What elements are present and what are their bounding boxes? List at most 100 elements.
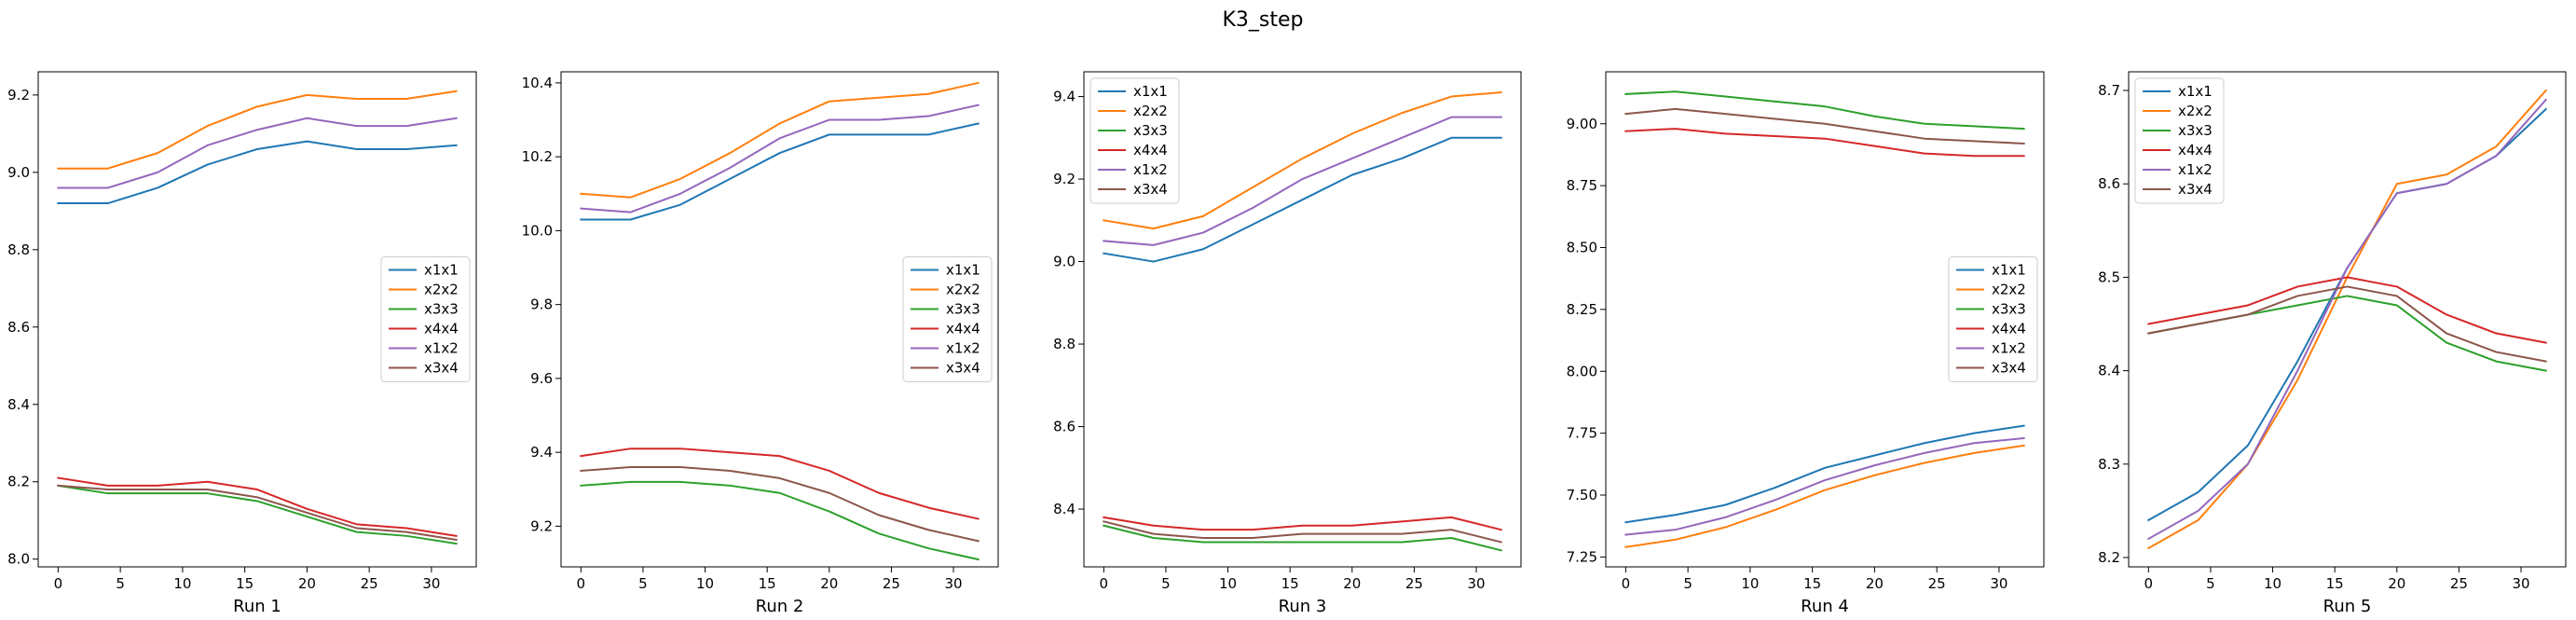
- y-tick-label: 8.4: [1053, 501, 1076, 517]
- y-tick-label: 10.2: [522, 148, 553, 165]
- subplot-run-1: 0 5 10 15 20 25 30 8.0 8.2 8.4 8.6 8.8 9.0 9.2 Run 1 x1…: [7, 71, 477, 616]
- y-tick-label: 8.8: [7, 241, 30, 258]
- legend-entry-x3x4: x3x4: [2178, 181, 2213, 198]
- y-tick-label: 9.00: [1567, 116, 1597, 132]
- subplot-run-2: 0 5 10 15 20 25 30 9.2 9.4 9.6 9.8 10.0 10.2 10.4 Run …: [522, 71, 999, 616]
- legend-entry-x1x1: x1x1: [1133, 83, 1168, 100]
- legend-entry-x3x3: x3x3: [946, 301, 980, 318]
- x-tick-label: 15: [236, 575, 253, 592]
- x-tick-label: 20: [1343, 575, 1361, 592]
- series-line-x4x4: [1624, 128, 2025, 158]
- x-tick-label: 0: [2144, 575, 2154, 592]
- y-tick-label: 8.4: [2098, 363, 2120, 379]
- series-line-x1x1: [1103, 136, 1502, 263]
- legend-box: [1948, 256, 2038, 382]
- x-tick-label: 0: [577, 575, 586, 592]
- series-line-x4x4: [580, 448, 980, 520]
- series-line-x4x4: [2147, 276, 2547, 344]
- series-line-x1x1: [1624, 424, 2025, 524]
- axes-frame: [37, 71, 477, 568]
- legend-entry-x2x2: x2x2: [2178, 103, 2213, 119]
- x-axis-label: Run 3: [1279, 597, 1327, 616]
- legend-entry-x3x4: x3x4: [424, 360, 459, 377]
- y-tick-label: 9.0: [7, 164, 30, 181]
- legend-entry-x1x1: x1x1: [1992, 262, 2026, 279]
- series-line-x1x2: [1103, 116, 1502, 246]
- series-line-x4x4: [1103, 516, 1502, 531]
- x-tick-label: 20: [820, 575, 838, 592]
- y-tick-label: 9.8: [530, 296, 553, 313]
- x-tick-label: 15: [2326, 575, 2344, 592]
- y-tick-label: 9.4: [530, 444, 553, 461]
- y-tick-label: 8.3: [2098, 456, 2120, 473]
- legend-entry-x1x2: x1x2: [424, 340, 459, 357]
- x-tick-label: 10: [2264, 575, 2281, 592]
- legend-entry-x4x4: x4x4: [1133, 142, 1168, 158]
- legend-entry-x2x2: x2x2: [1133, 103, 1168, 119]
- series-line-x3x4: [1103, 520, 1502, 544]
- x-tick-label: 10: [696, 575, 714, 592]
- legend-entry-x4x4: x4x4: [1992, 321, 2026, 338]
- y-tick-label: 9.2: [530, 517, 553, 534]
- series-line-x3x3: [1624, 90, 2025, 131]
- series-line-x3x4: [57, 484, 458, 542]
- series-line-x3x4: [580, 466, 980, 543]
- legend: x1x1 x2x2 x3x3 x4x4 x1x2 x3x4: [1089, 77, 1180, 204]
- series-line-x3x3: [580, 480, 980, 561]
- x-tick-label: 25: [2450, 575, 2468, 592]
- series-line-x1x2: [580, 103, 980, 214]
- y-tick-label: 8.5: [2098, 269, 2120, 285]
- series-line-x1x2: [1624, 436, 2025, 536]
- x-tick-label: 10: [1741, 575, 1759, 592]
- legend-entry-x3x3: x3x3: [1992, 301, 2026, 318]
- y-tick-label: 8.8: [1053, 336, 1076, 352]
- y-tick-label: 8.6: [1053, 419, 1076, 435]
- legend-box: [380, 256, 471, 382]
- series-line-x1x2: [57, 117, 458, 189]
- axes-frame: [1605, 71, 2045, 568]
- x-tick-label: 20: [298, 575, 316, 592]
- y-tick-label: 10.0: [522, 222, 553, 239]
- y-tick-label: 7.25: [1567, 548, 1597, 565]
- x-axis-label: Run 5: [2323, 597, 2372, 616]
- y-tick-label: 7.75: [1567, 425, 1597, 442]
- legend: x1x1 x2x2 x3x3 x4x4 x1x2 x3x4: [380, 256, 471, 382]
- series-line-x3x3: [1103, 524, 1502, 552]
- series-line-x1x2: [2146, 98, 2548, 541]
- legend-entry-x3x3: x3x3: [2178, 122, 2213, 139]
- axes-frame: [1083, 71, 1522, 568]
- y-tick-label: 8.6: [7, 319, 30, 336]
- x-axis-label: Run 4: [1801, 597, 1849, 616]
- legend-box: [902, 256, 993, 382]
- legend-entry-x3x3: x3x3: [1133, 122, 1168, 139]
- y-tick-label: 9.0: [1053, 254, 1076, 270]
- x-tick-label: 10: [1219, 575, 1237, 592]
- legend-entry-x1x2: x1x2: [946, 340, 980, 357]
- legend-entry-x3x4: x3x4: [1133, 181, 1168, 198]
- series-line-x4x4: [57, 476, 458, 537]
- y-tick-label: 8.50: [1567, 240, 1597, 256]
- x-tick-label: 30: [1467, 575, 1485, 592]
- legend-entry-x1x1: x1x1: [946, 262, 980, 279]
- x-tick-label: 25: [883, 575, 900, 592]
- legend-box: [1089, 77, 1180, 204]
- axes-frame: [560, 71, 999, 568]
- legend-entry-x3x4: x3x4: [1992, 360, 2026, 377]
- series-line-x3x3: [57, 484, 458, 545]
- x-tick-label: 5: [2206, 575, 2215, 592]
- legend-entry-x4x4: x4x4: [946, 321, 980, 338]
- legend-entry-x3x4: x3x4: [946, 360, 980, 377]
- x-tick-label: 15: [1803, 575, 1821, 592]
- legend-entry-x2x2: x2x2: [1992, 282, 2026, 298]
- y-tick-label: 8.00: [1567, 363, 1597, 379]
- y-tick-label: 8.0: [7, 551, 30, 568]
- subplot-run-4: 0 5 10 15 20 25 30 7.25 7.50 7.75 8.00 8.25 8.50 8.75…: [1567, 71, 2045, 616]
- x-axis-label: Run 2: [756, 597, 804, 616]
- series-line-x2x2: [1103, 91, 1502, 230]
- x-tick-label: 30: [944, 575, 962, 592]
- y-tick-label: 7.50: [1567, 487, 1597, 503]
- y-tick-label: 9.2: [7, 87, 30, 103]
- legend-entry-x1x2: x1x2: [1133, 161, 1168, 178]
- x-tick-label: 30: [2512, 575, 2529, 592]
